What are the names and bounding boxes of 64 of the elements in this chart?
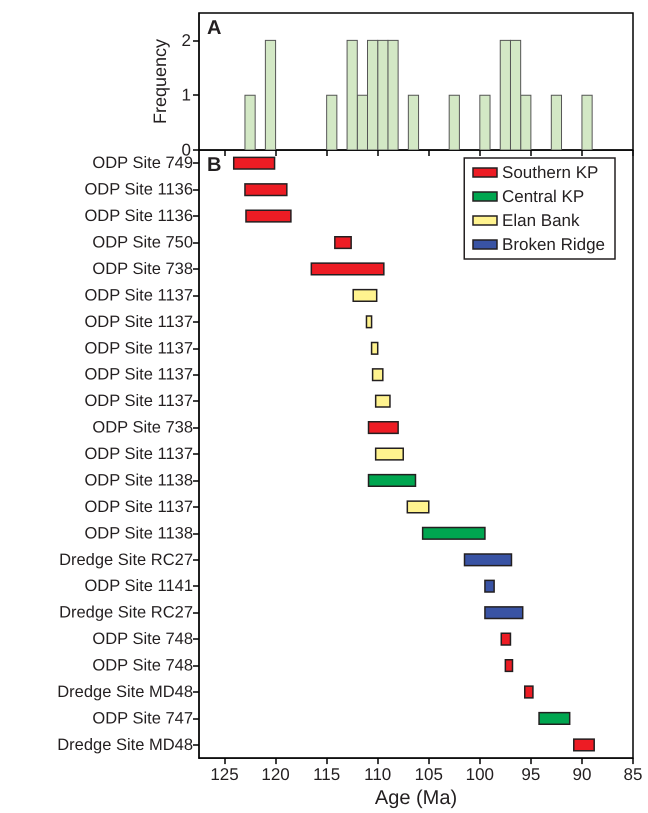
bar bbox=[538, 712, 570, 726]
x-tick-label: 95 bbox=[521, 765, 540, 784]
bar bbox=[368, 421, 399, 434]
annotation: B bbox=[207, 154, 222, 176]
y-tick-label: ODP Site 1137 bbox=[84, 339, 193, 358]
x-tick-label: 120 bbox=[261, 765, 290, 784]
y-tick-label: ODP Site 1137 bbox=[84, 366, 193, 384]
y-tick-label: ODP Site 1137 bbox=[84, 498, 193, 516]
x-tick-label: 105 bbox=[414, 765, 443, 784]
bar bbox=[504, 658, 514, 672]
y-tick-label: 1 bbox=[182, 86, 191, 105]
y-tick-label: ODP Site 1137 bbox=[84, 445, 193, 464]
y-tick-label: Dredge Site MD48 bbox=[57, 683, 193, 701]
bar bbox=[374, 394, 391, 408]
bar bbox=[366, 315, 372, 328]
y-tick-label: ODP Site 1136 bbox=[84, 207, 193, 226]
y-tick-label: ODP Site 748 bbox=[92, 656, 193, 675]
y-tick-label: Dredge Site RC27 bbox=[59, 550, 193, 569]
legend-label: Broken Ridge bbox=[502, 235, 606, 254]
bar bbox=[368, 474, 416, 488]
bar bbox=[370, 342, 378, 355]
bar bbox=[352, 288, 378, 302]
x-tick-label: 90 bbox=[572, 765, 592, 784]
y-tick-label: Dredge Site RC27 bbox=[59, 604, 193, 622]
x-tick-label: 100 bbox=[466, 765, 494, 784]
y-tick-label: 2 bbox=[182, 30, 191, 50]
y-tick-label: ODP Site 750 bbox=[92, 234, 193, 252]
legend-label: Central KP bbox=[502, 187, 584, 206]
bar bbox=[310, 262, 385, 276]
y-tick-label: ODP Site 1138 bbox=[84, 524, 193, 542]
bar bbox=[464, 553, 512, 566]
legend-label: Elan Bank bbox=[502, 211, 580, 230]
bar bbox=[484, 606, 524, 620]
x-tick-label: 85 bbox=[624, 765, 642, 784]
bar bbox=[245, 210, 292, 223]
x-tick-label: 110 bbox=[364, 765, 392, 784]
legend-label: Southern KP bbox=[502, 163, 598, 182]
bar bbox=[500, 632, 512, 646]
bar bbox=[374, 447, 404, 461]
y-axis-title: Frequency bbox=[150, 38, 170, 124]
y-tick-label: ODP Site 1138 bbox=[84, 471, 193, 490]
bar bbox=[232, 156, 276, 170]
x-tick-label: 125 bbox=[210, 765, 239, 784]
y-tick-label: ODP Site 1137 bbox=[84, 312, 193, 331]
y-tick-label: Dredge Site MD48 bbox=[57, 736, 193, 754]
y-tick-label: ODP Site 738 bbox=[92, 418, 193, 437]
bar bbox=[334, 236, 352, 250]
bar bbox=[422, 526, 486, 540]
y-tick-label: ODP Site 747 bbox=[92, 709, 193, 728]
bar bbox=[372, 368, 384, 382]
y-tick-label: ODP Site 738 bbox=[92, 260, 193, 278]
bar bbox=[524, 685, 534, 699]
x-axis-title: Age (Ma) bbox=[374, 787, 458, 809]
bar bbox=[406, 500, 430, 514]
annotation: A bbox=[207, 17, 222, 39]
y-tick-label: ODP Site 1136 bbox=[84, 180, 193, 199]
x-tick-label: 115 bbox=[313, 765, 340, 784]
y-tick-label: ODP Site 1141 bbox=[84, 577, 193, 596]
y-tick-label: ODP Site 1137 bbox=[84, 286, 193, 304]
y-tick-label: ODP Site 748 bbox=[92, 630, 193, 648]
bar bbox=[244, 183, 288, 196]
bar bbox=[573, 738, 595, 752]
y-tick-label: ODP Site 1137 bbox=[84, 392, 193, 410]
bar bbox=[484, 580, 495, 593]
